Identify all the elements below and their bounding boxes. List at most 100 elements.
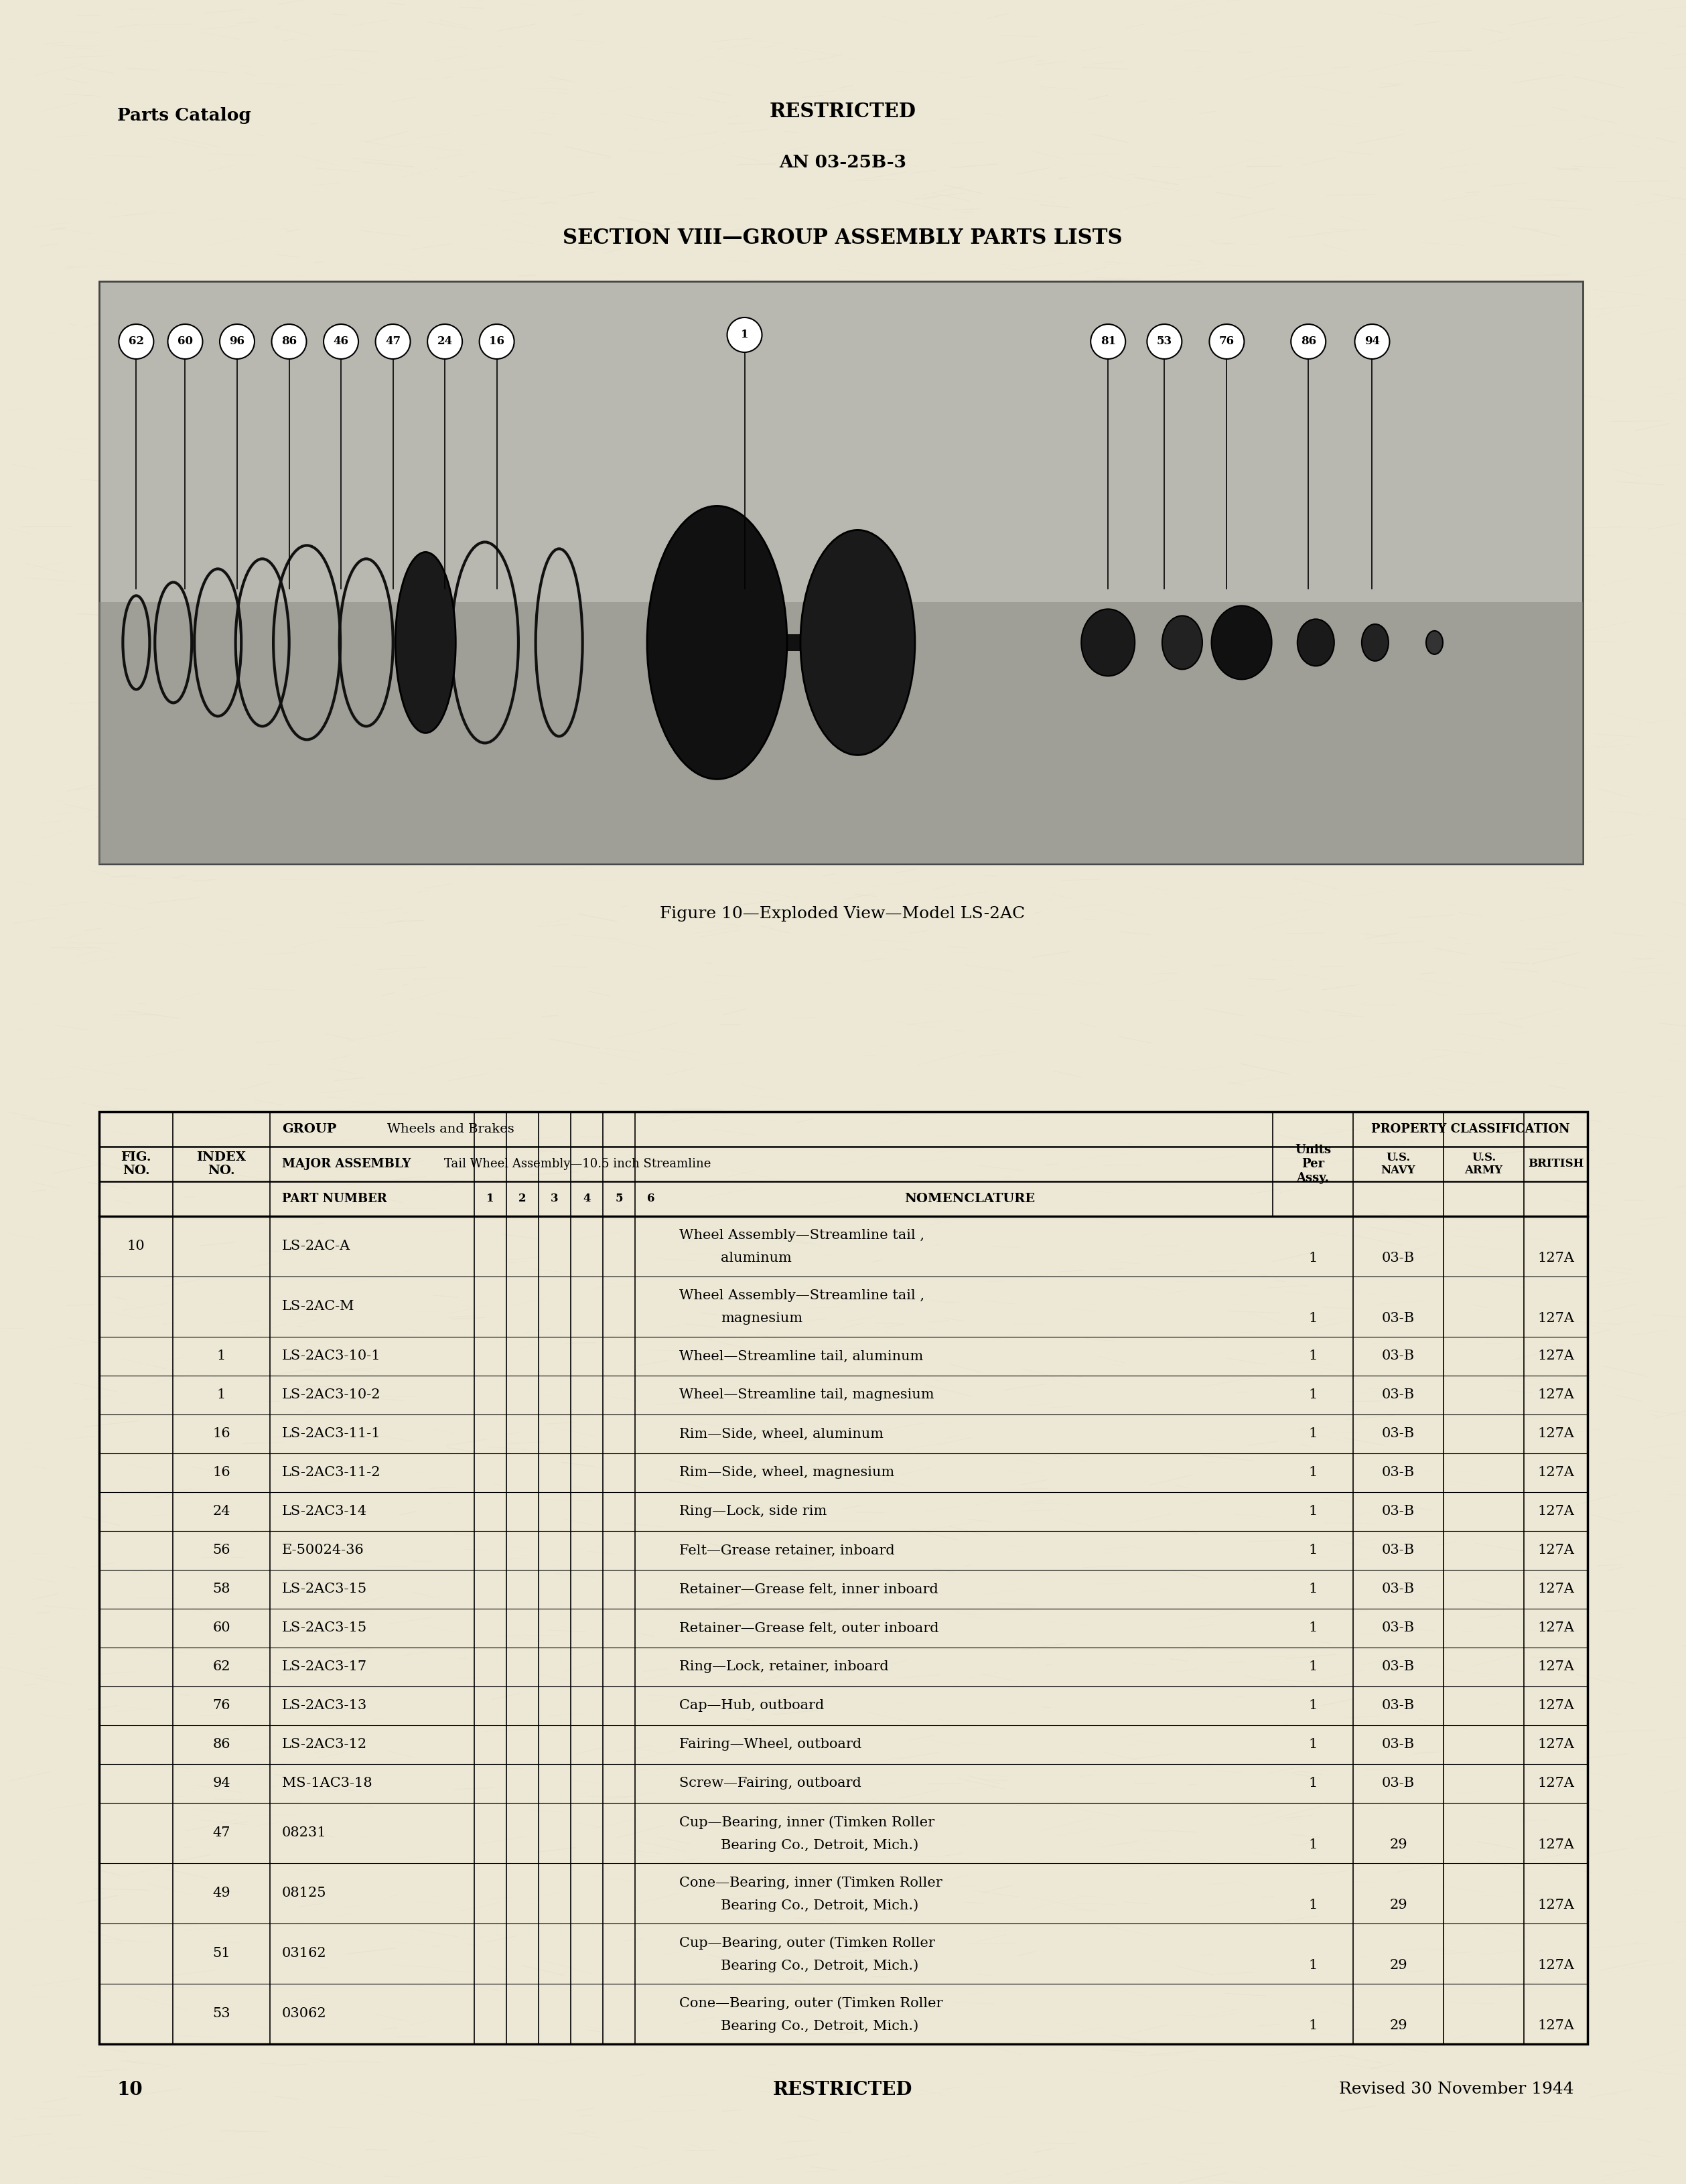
Text: 1: 1 — [1308, 1623, 1317, 1634]
Ellipse shape — [1362, 625, 1389, 662]
Text: aluminum: aluminum — [720, 1251, 792, 1265]
Text: 1: 1 — [1308, 1778, 1317, 1791]
Text: 16: 16 — [212, 1428, 231, 1439]
Ellipse shape — [1426, 631, 1443, 655]
Circle shape — [118, 323, 153, 358]
Text: 1: 1 — [740, 330, 749, 341]
Text: SECTION VIII—GROUP ASSEMBLY PARTS LISTS: SECTION VIII—GROUP ASSEMBLY PARTS LISTS — [563, 227, 1123, 249]
Text: Wheel—Streamline tail, magnesium: Wheel—Streamline tail, magnesium — [679, 1389, 934, 1402]
Text: 1: 1 — [487, 1192, 494, 1206]
Text: Cup—Bearing, inner (Timken Roller: Cup—Bearing, inner (Timken Roller — [679, 1815, 934, 1828]
Ellipse shape — [1212, 605, 1271, 679]
Text: 127A: 127A — [1538, 2020, 1575, 2033]
Text: 1: 1 — [1308, 1583, 1317, 1597]
Text: 1: 1 — [1308, 1544, 1317, 1557]
Text: Wheel Assembly—Streamline tail ,: Wheel Assembly—Streamline tail , — [679, 1230, 924, 1243]
Text: 16: 16 — [212, 1465, 231, 1479]
Text: 4: 4 — [583, 1192, 590, 1206]
Text: 1: 1 — [1308, 2020, 1317, 2033]
Text: 08125: 08125 — [282, 1887, 327, 1900]
Ellipse shape — [1297, 618, 1334, 666]
Text: 46: 46 — [334, 336, 349, 347]
Text: 03-B: 03-B — [1383, 1544, 1415, 1557]
Text: 1: 1 — [1308, 1350, 1317, 1363]
Text: 51: 51 — [212, 1948, 231, 1959]
Bar — [99, 282, 1583, 865]
Text: LS-2AC-M: LS-2AC-M — [282, 1299, 354, 1313]
Ellipse shape — [647, 507, 787, 780]
Text: 127A: 127A — [1538, 1623, 1575, 1634]
Text: 03-B: 03-B — [1383, 1505, 1415, 1518]
Text: Cap—Hub, outboard: Cap—Hub, outboard — [679, 1699, 824, 1712]
Text: 1: 1 — [1308, 1428, 1317, 1439]
Text: INDEX
NO.: INDEX NO. — [197, 1151, 246, 1177]
Text: Wheel—Streamline tail, aluminum: Wheel—Streamline tail, aluminum — [679, 1350, 924, 1363]
Text: BRITISH: BRITISH — [1528, 1158, 1583, 1171]
Text: Cup—Bearing, outer (Timken Roller: Cup—Bearing, outer (Timken Roller — [679, 1937, 936, 1950]
Text: 127A: 127A — [1538, 1389, 1575, 1402]
Text: Cone—Bearing, outer (Timken Roller: Cone—Bearing, outer (Timken Roller — [679, 1996, 942, 2009]
Text: 127A: 127A — [1538, 1959, 1575, 1972]
Text: 94: 94 — [212, 1778, 231, 1791]
Text: Rim—Side, wheel, magnesium: Rim—Side, wheel, magnesium — [679, 1465, 894, 1479]
Text: Cone—Bearing, inner (Timken Roller: Cone—Bearing, inner (Timken Roller — [679, 1876, 942, 1889]
Text: 49: 49 — [212, 1887, 231, 1900]
Circle shape — [271, 323, 307, 358]
Ellipse shape — [1162, 616, 1202, 668]
Text: 86: 86 — [212, 1738, 231, 1752]
Text: 127A: 127A — [1538, 1350, 1575, 1363]
Text: 127A: 127A — [1538, 1251, 1575, 1265]
Text: 76: 76 — [212, 1699, 231, 1712]
Text: LS-2AC3-11-2: LS-2AC3-11-2 — [282, 1465, 381, 1479]
Text: NOMENCLATURE: NOMENCLATURE — [905, 1192, 1035, 1206]
Text: 03-B: 03-B — [1383, 1428, 1415, 1439]
Text: 03-B: 03-B — [1383, 1251, 1415, 1265]
Text: 03-B: 03-B — [1383, 1738, 1415, 1752]
Circle shape — [169, 323, 202, 358]
Text: 03-B: 03-B — [1383, 1313, 1415, 1326]
Text: 5: 5 — [615, 1192, 622, 1206]
Text: U.S.
NAVY: U.S. NAVY — [1381, 1151, 1416, 1177]
Text: 81: 81 — [1101, 336, 1116, 347]
Text: 10: 10 — [118, 2081, 143, 2099]
Text: 127A: 127A — [1538, 1660, 1575, 1673]
Text: 3: 3 — [551, 1192, 558, 1206]
Text: 127A: 127A — [1538, 1465, 1575, 1479]
Circle shape — [428, 323, 462, 358]
Text: 24: 24 — [212, 1505, 231, 1518]
Circle shape — [324, 323, 359, 358]
Text: PART NUMBER: PART NUMBER — [282, 1192, 388, 1206]
Text: Bearing Co., Detroit, Mich.): Bearing Co., Detroit, Mich.) — [720, 2020, 919, 2033]
Text: Fairing—Wheel, outboard: Fairing—Wheel, outboard — [679, 1738, 862, 1752]
Text: 96: 96 — [229, 336, 244, 347]
Text: 1: 1 — [1308, 1699, 1317, 1712]
Circle shape — [727, 317, 762, 352]
Text: 03-B: 03-B — [1383, 1465, 1415, 1479]
Text: 127A: 127A — [1538, 1583, 1575, 1597]
Text: 86: 86 — [282, 336, 297, 347]
Text: Wheels and Brakes: Wheels and Brakes — [388, 1123, 514, 1136]
Text: LS-2AC3-15: LS-2AC3-15 — [282, 1583, 368, 1597]
Text: RESTRICTED: RESTRICTED — [769, 103, 915, 122]
Text: 60: 60 — [177, 336, 192, 347]
Text: 127A: 127A — [1538, 1839, 1575, 1852]
Circle shape — [1291, 323, 1325, 358]
Text: 16: 16 — [489, 336, 504, 347]
Text: LS-2AC3-10-1: LS-2AC3-10-1 — [282, 1350, 381, 1363]
Text: 1: 1 — [1308, 1313, 1317, 1326]
Text: AN 03-25B-3: AN 03-25B-3 — [779, 155, 907, 170]
Text: 1: 1 — [1308, 1465, 1317, 1479]
Text: 03-B: 03-B — [1383, 1583, 1415, 1597]
Text: 127A: 127A — [1538, 1778, 1575, 1791]
Text: 1: 1 — [1308, 1959, 1317, 1972]
Text: 47: 47 — [212, 1826, 231, 1839]
Text: 127A: 127A — [1538, 1505, 1575, 1518]
Text: LS-2AC3-13: LS-2AC3-13 — [282, 1699, 368, 1712]
Text: Bearing Co., Detroit, Mich.): Bearing Co., Detroit, Mich.) — [720, 1959, 919, 1972]
Text: RESTRICTED: RESTRICTED — [772, 2081, 912, 2099]
Circle shape — [1091, 323, 1126, 358]
Text: 1: 1 — [1308, 1738, 1317, 1752]
Text: 03-B: 03-B — [1383, 1389, 1415, 1402]
Text: 1: 1 — [217, 1389, 226, 1402]
Text: 03062: 03062 — [282, 2007, 327, 2020]
